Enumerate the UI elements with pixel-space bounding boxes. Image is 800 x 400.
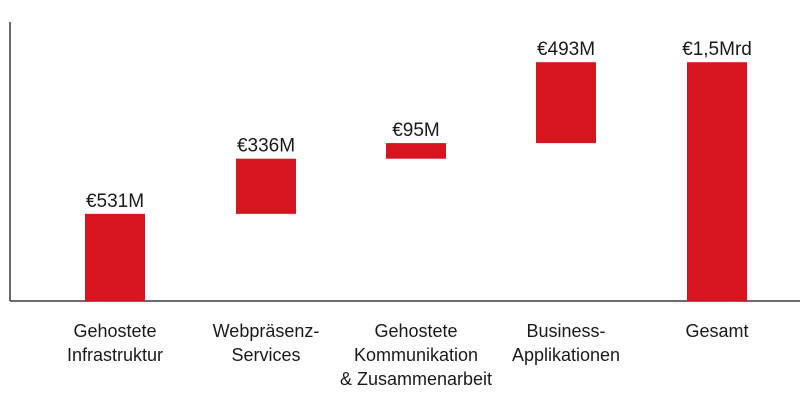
bar-5 — [687, 62, 747, 301]
x-tick-label-3-line-3: & Zusammenarbeit — [340, 369, 492, 389]
x-tick-label-4-line-2: Applikationen — [512, 345, 620, 365]
x-tick-label-1-line-2: Infrastruktur — [67, 345, 163, 365]
bar-2 — [236, 158, 296, 214]
x-tick-label-4-line-1: Business- — [526, 321, 605, 341]
data-label-5: €1,5Mrd — [682, 39, 752, 60]
bar-1 — [85, 213, 145, 301]
x-tick-label-1-line-1: Gehostete — [73, 321, 156, 341]
data-label-3: €95M — [392, 120, 440, 141]
bar-4 — [536, 62, 596, 144]
x-tick-label-2-line-1: Webpräsenz- — [213, 321, 320, 341]
data-label-2: €336M — [237, 136, 295, 157]
x-tick-label-2-line-2: Services — [231, 345, 300, 365]
x-tick-label-3-line-2: Kommunikation — [354, 345, 478, 365]
x-tick-label-5-line-1: Gesamt — [685, 321, 748, 341]
x-tick-label-3-line-1: Gehostete — [374, 321, 457, 341]
data-label-1: €531M — [86, 191, 144, 212]
data-label-4: €493M — [537, 39, 595, 60]
bar-3 — [386, 143, 446, 159]
